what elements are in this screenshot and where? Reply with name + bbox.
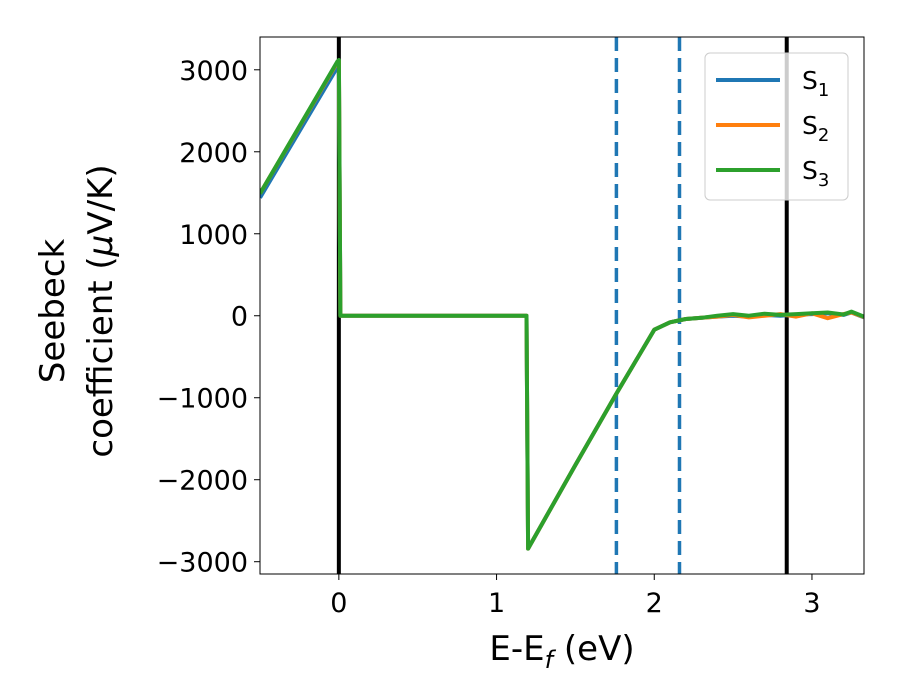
legend-label-2: S2 (802, 111, 829, 146)
series-line-3 (260, 58, 864, 551)
x-tick-label: 0 (330, 588, 347, 619)
plot-frame (259, 36, 865, 575)
y-tick-label: −3000 (157, 548, 248, 579)
y-tick-label: 1000 (179, 220, 248, 251)
y-axis-label: Seebeck coefficient (μV/K) (33, 164, 121, 457)
x-tick-label: 2 (646, 588, 663, 619)
y-tick-label: 2000 (179, 138, 248, 169)
y-tick-label: 3000 (179, 56, 248, 87)
y-tick-label: −2000 (157, 466, 248, 497)
x-axis-label: E-Ef (eV) (489, 629, 634, 674)
legend-label-3: S3 (802, 156, 829, 191)
y-tick-label: 0 (231, 302, 248, 333)
series-layer (260, 58, 864, 551)
y-tick-label: −1000 (157, 384, 248, 415)
x-tick-label: 1 (488, 588, 505, 619)
y-axis-ticks: 3000 2000 1000 0 −1000 −2000 −3000 (157, 56, 260, 579)
legend: S1 S2 S3 (704, 52, 849, 201)
y-axis-label-line2: coefficient (μV/K) (81, 164, 121, 457)
y-axis-label-line1: Seebeck (33, 239, 73, 384)
x-axis-ticks: 0 1 2 3 (330, 574, 821, 619)
legend-label-1: S1 (802, 66, 829, 101)
x-tick-label: 3 (803, 588, 820, 619)
